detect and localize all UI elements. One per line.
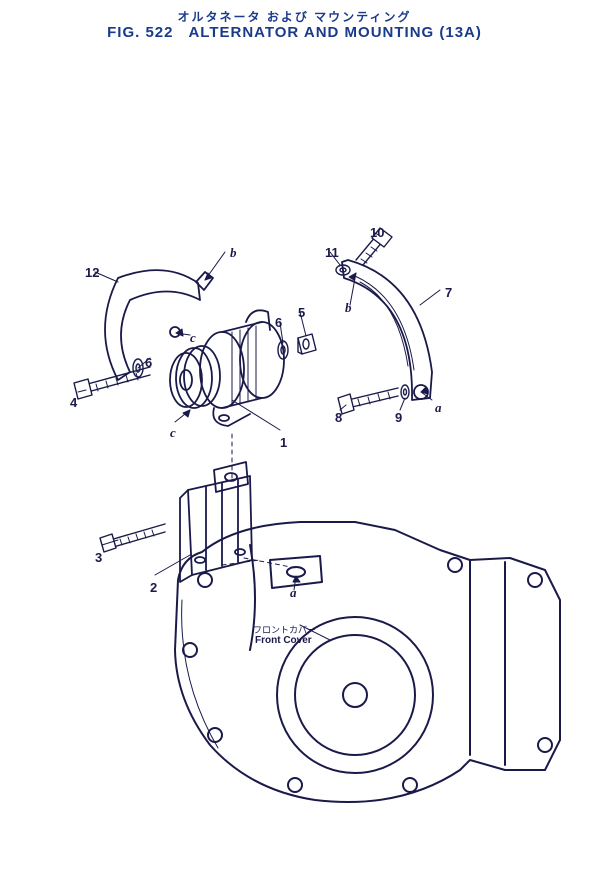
alternator	[170, 310, 284, 426]
callout-7: 7	[445, 285, 452, 300]
exploded-diagram	[0, 0, 589, 880]
callout-a: a	[290, 585, 297, 601]
callout-2: 2	[150, 580, 157, 595]
callout-c: c	[170, 425, 176, 441]
callout-c: c	[190, 330, 196, 346]
callout-3: 3	[95, 550, 102, 565]
leader-lines	[78, 233, 440, 640]
nut-5	[298, 334, 316, 354]
mounting-bracket	[180, 462, 252, 582]
washer-9	[401, 385, 409, 399]
page: オルタネータ および マウンティング FIG. 522 ALTERNATOR A…	[0, 0, 589, 880]
callout-6: 6	[275, 315, 282, 330]
callout-12: 12	[85, 265, 99, 280]
bolt-8	[338, 388, 398, 414]
callout-b: b	[345, 300, 352, 316]
bolt-3	[100, 524, 165, 552]
callout-6: 6	[145, 355, 152, 370]
callout-8: 8	[335, 410, 342, 425]
callout-4: 4	[70, 395, 77, 410]
callout-9: 9	[395, 410, 402, 425]
front-cover-label-en: Front Cover	[255, 635, 312, 646]
callout-10: 10	[370, 225, 384, 240]
callout-11: 11	[325, 245, 339, 260]
callout-a: a	[435, 400, 442, 416]
callout-1: 1	[280, 435, 287, 450]
adjust-arc-7	[342, 260, 432, 400]
callout-b: b	[230, 245, 237, 261]
guard-12	[105, 270, 213, 380]
callout-5: 5	[298, 305, 305, 320]
assembly-dashes	[222, 430, 296, 568]
